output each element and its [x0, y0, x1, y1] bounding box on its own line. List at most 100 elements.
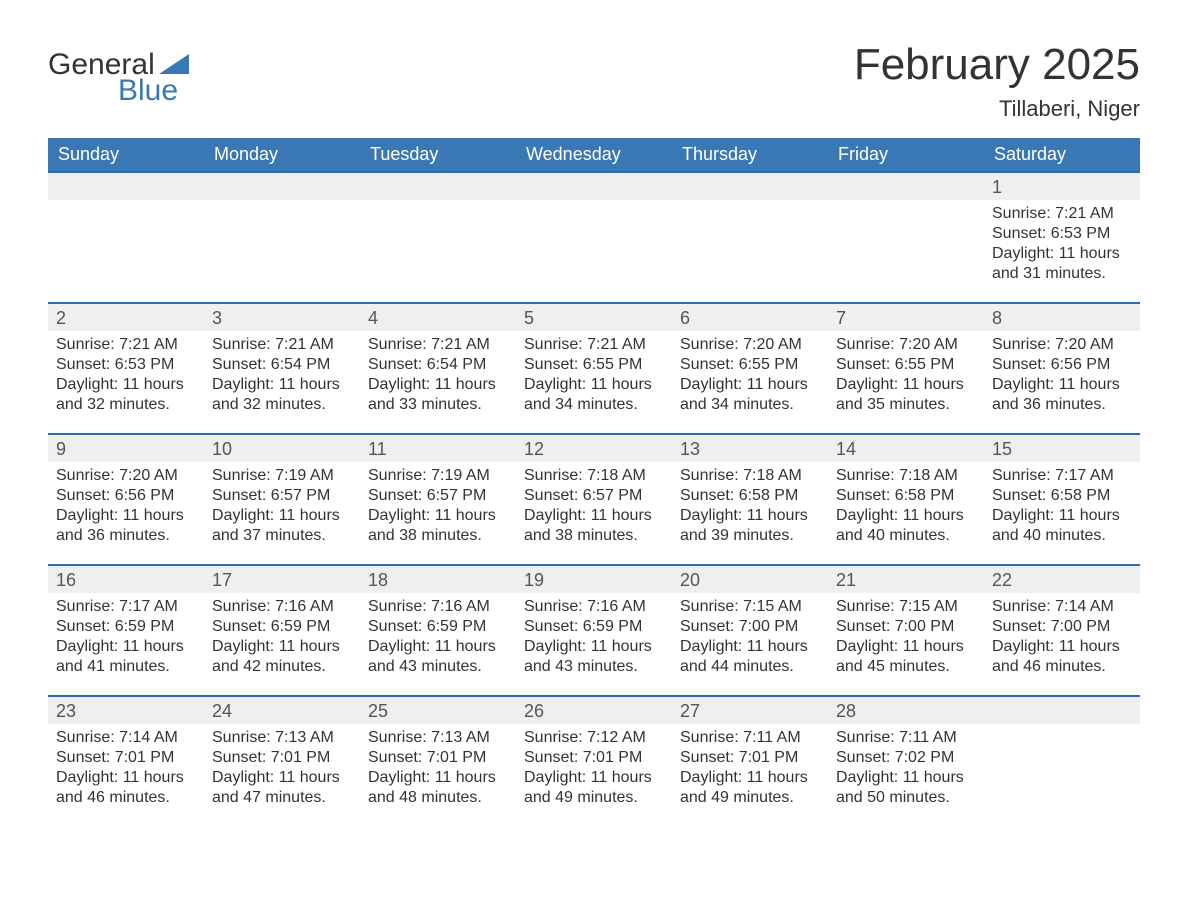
- day-cell: 14Sunrise: 7:18 AMSunset: 6:58 PMDayligh…: [828, 433, 984, 564]
- day-daylight2: and 50 minutes.: [836, 788, 976, 808]
- day-number: 3: [204, 302, 360, 331]
- day-number: 14: [828, 433, 984, 462]
- day-cell: 26Sunrise: 7:12 AMSunset: 7:01 PMDayligh…: [516, 695, 672, 826]
- header-row: General Blue February 2025 Tillaberi, Ni…: [48, 30, 1140, 132]
- day-cell: 10Sunrise: 7:19 AMSunset: 6:57 PMDayligh…: [204, 433, 360, 564]
- day-daylight1: Daylight: 11 hours: [992, 506, 1132, 526]
- day-number: 17: [204, 564, 360, 593]
- day-sunrise: Sunrise: 7:18 AM: [524, 466, 664, 486]
- day-daylight2: and 43 minutes.: [524, 657, 664, 677]
- day-number: 16: [48, 564, 204, 593]
- day-sunrise: Sunrise: 7:15 AM: [836, 597, 976, 617]
- weekday-header: Tuesday: [360, 138, 516, 171]
- weekday-header: Thursday: [672, 138, 828, 171]
- day-sunrise: Sunrise: 7:18 AM: [680, 466, 820, 486]
- weekday-header: Monday: [204, 138, 360, 171]
- day-daylight1: Daylight: 11 hours: [836, 375, 976, 395]
- day-cell: 21Sunrise: 7:15 AMSunset: 7:00 PMDayligh…: [828, 564, 984, 695]
- day-sunset: Sunset: 6:54 PM: [368, 355, 508, 375]
- day-sunset: Sunset: 6:59 PM: [212, 617, 352, 637]
- day-body: Sunrise: 7:13 AMSunset: 7:01 PMDaylight:…: [204, 724, 360, 808]
- day-body: Sunrise: 7:17 AMSunset: 6:58 PMDaylight:…: [984, 462, 1140, 546]
- day-daylight2: and 46 minutes.: [56, 788, 196, 808]
- day-cell: [672, 171, 828, 302]
- day-body: Sunrise: 7:19 AMSunset: 6:57 PMDaylight:…: [360, 462, 516, 546]
- month-title: February 2025: [854, 40, 1140, 90]
- day-daylight2: and 32 minutes.: [56, 395, 196, 415]
- day-daylight2: and 38 minutes.: [524, 526, 664, 546]
- day-sunrise: Sunrise: 7:19 AM: [212, 466, 352, 486]
- day-daylight2: and 31 minutes.: [992, 264, 1132, 284]
- day-sunset: Sunset: 6:58 PM: [992, 486, 1132, 506]
- day-cell: [828, 171, 984, 302]
- day-number: 13: [672, 433, 828, 462]
- day-sunset: Sunset: 6:53 PM: [992, 224, 1132, 244]
- day-daylight2: and 34 minutes.: [680, 395, 820, 415]
- day-sunrise: Sunrise: 7:17 AM: [56, 597, 196, 617]
- day-number: 11: [360, 433, 516, 462]
- day-daylight1: Daylight: 11 hours: [56, 506, 196, 526]
- day-body: Sunrise: 7:14 AMSunset: 7:01 PMDaylight:…: [48, 724, 204, 808]
- day-body: Sunrise: 7:20 AMSunset: 6:55 PMDaylight:…: [672, 331, 828, 415]
- day-cell: 3Sunrise: 7:21 AMSunset: 6:54 PMDaylight…: [204, 302, 360, 433]
- day-daylight2: and 40 minutes.: [836, 526, 976, 546]
- day-daylight1: Daylight: 11 hours: [524, 375, 664, 395]
- day-number: [204, 171, 360, 200]
- day-body: Sunrise: 7:21 AMSunset: 6:54 PMDaylight:…: [204, 331, 360, 415]
- day-number: 25: [360, 695, 516, 724]
- week-row: 9Sunrise: 7:20 AMSunset: 6:56 PMDaylight…: [48, 433, 1140, 564]
- day-sunset: Sunset: 6:56 PM: [56, 486, 196, 506]
- brand-word-2: Blue: [118, 76, 189, 106]
- day-daylight1: Daylight: 11 hours: [212, 637, 352, 657]
- day-cell: 15Sunrise: 7:17 AMSunset: 6:58 PMDayligh…: [984, 433, 1140, 564]
- day-daylight2: and 43 minutes.: [368, 657, 508, 677]
- day-daylight2: and 45 minutes.: [836, 657, 976, 677]
- day-daylight1: Daylight: 11 hours: [836, 637, 976, 657]
- day-body: Sunrise: 7:20 AMSunset: 6:56 PMDaylight:…: [984, 331, 1140, 415]
- day-daylight2: and 42 minutes.: [212, 657, 352, 677]
- day-sunrise: Sunrise: 7:16 AM: [524, 597, 664, 617]
- day-daylight1: Daylight: 11 hours: [680, 768, 820, 788]
- day-sunset: Sunset: 6:57 PM: [212, 486, 352, 506]
- day-sunrise: Sunrise: 7:20 AM: [836, 335, 976, 355]
- day-cell: [204, 171, 360, 302]
- day-number: 19: [516, 564, 672, 593]
- day-daylight1: Daylight: 11 hours: [212, 375, 352, 395]
- day-cell: 6Sunrise: 7:20 AMSunset: 6:55 PMDaylight…: [672, 302, 828, 433]
- day-sunset: Sunset: 6:53 PM: [56, 355, 196, 375]
- day-daylight2: and 37 minutes.: [212, 526, 352, 546]
- day-sunset: Sunset: 6:58 PM: [836, 486, 976, 506]
- day-sunset: Sunset: 6:59 PM: [56, 617, 196, 637]
- day-cell: 22Sunrise: 7:14 AMSunset: 7:00 PMDayligh…: [984, 564, 1140, 695]
- day-sunrise: Sunrise: 7:21 AM: [368, 335, 508, 355]
- weekday-header-row: SundayMondayTuesdayWednesdayThursdayFrid…: [48, 138, 1140, 171]
- day-number: 6: [672, 302, 828, 331]
- day-body: Sunrise: 7:11 AMSunset: 7:02 PMDaylight:…: [828, 724, 984, 808]
- day-sunrise: Sunrise: 7:21 AM: [56, 335, 196, 355]
- day-daylight1: Daylight: 11 hours: [836, 506, 976, 526]
- day-daylight1: Daylight: 11 hours: [992, 637, 1132, 657]
- day-sunrise: Sunrise: 7:14 AM: [992, 597, 1132, 617]
- day-sunrise: Sunrise: 7:20 AM: [992, 335, 1132, 355]
- day-daylight1: Daylight: 11 hours: [992, 244, 1132, 264]
- day-cell: [984, 695, 1140, 826]
- day-number: 22: [984, 564, 1140, 593]
- day-cell: 4Sunrise: 7:21 AMSunset: 6:54 PMDaylight…: [360, 302, 516, 433]
- day-daylight2: and 34 minutes.: [524, 395, 664, 415]
- day-sunrise: Sunrise: 7:13 AM: [212, 728, 352, 748]
- day-body: Sunrise: 7:21 AMSunset: 6:55 PMDaylight:…: [516, 331, 672, 415]
- day-daylight1: Daylight: 11 hours: [524, 506, 664, 526]
- day-number: 27: [672, 695, 828, 724]
- day-sunset: Sunset: 7:02 PM: [836, 748, 976, 768]
- day-number: 1: [984, 171, 1140, 200]
- weeks-container: 1Sunrise: 7:21 AMSunset: 6:53 PMDaylight…: [48, 171, 1140, 826]
- day-sunset: Sunset: 6:55 PM: [680, 355, 820, 375]
- day-sunrise: Sunrise: 7:13 AM: [368, 728, 508, 748]
- day-sunset: Sunset: 6:56 PM: [992, 355, 1132, 375]
- day-daylight1: Daylight: 11 hours: [680, 637, 820, 657]
- day-number: 7: [828, 302, 984, 331]
- day-sunset: Sunset: 7:01 PM: [680, 748, 820, 768]
- day-body: Sunrise: 7:15 AMSunset: 7:00 PMDaylight:…: [672, 593, 828, 677]
- day-cell: 18Sunrise: 7:16 AMSunset: 6:59 PMDayligh…: [360, 564, 516, 695]
- day-cell: 24Sunrise: 7:13 AMSunset: 7:01 PMDayligh…: [204, 695, 360, 826]
